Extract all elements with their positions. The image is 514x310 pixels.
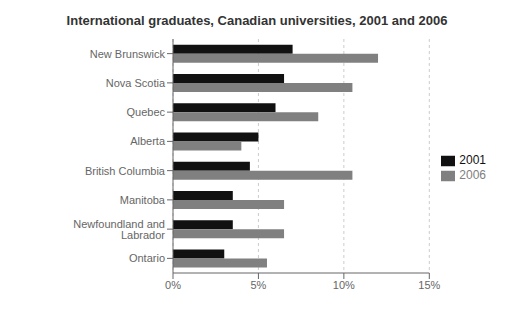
svg-text:Alberta: Alberta	[130, 135, 166, 147]
svg-text:10%: 10%	[333, 279, 355, 291]
svg-text:Ontario: Ontario	[129, 252, 165, 264]
svg-text:British Columbia: British Columbia	[85, 165, 166, 177]
svg-text:Nova Scotia: Nova Scotia	[106, 77, 166, 89]
svg-text:Newfoundland andLabrador: Newfoundland andLabrador	[73, 218, 165, 241]
html-text:International graduates, Canad: International graduates, Canadian univer…	[66, 13, 448, 28]
svg-text:15%: 15%	[418, 279, 440, 291]
html-text:2001: 2001	[459, 153, 486, 168]
svg-text:0%: 0%	[165, 279, 181, 291]
svg-text:Manitoba: Manitoba	[120, 194, 166, 206]
html-text:2006: 2006	[459, 168, 486, 182]
svg-text:5%: 5%	[250, 279, 266, 291]
svg-text:Quebec: Quebec	[126, 106, 165, 118]
svg-text:New Brunswick: New Brunswick	[90, 48, 166, 60]
